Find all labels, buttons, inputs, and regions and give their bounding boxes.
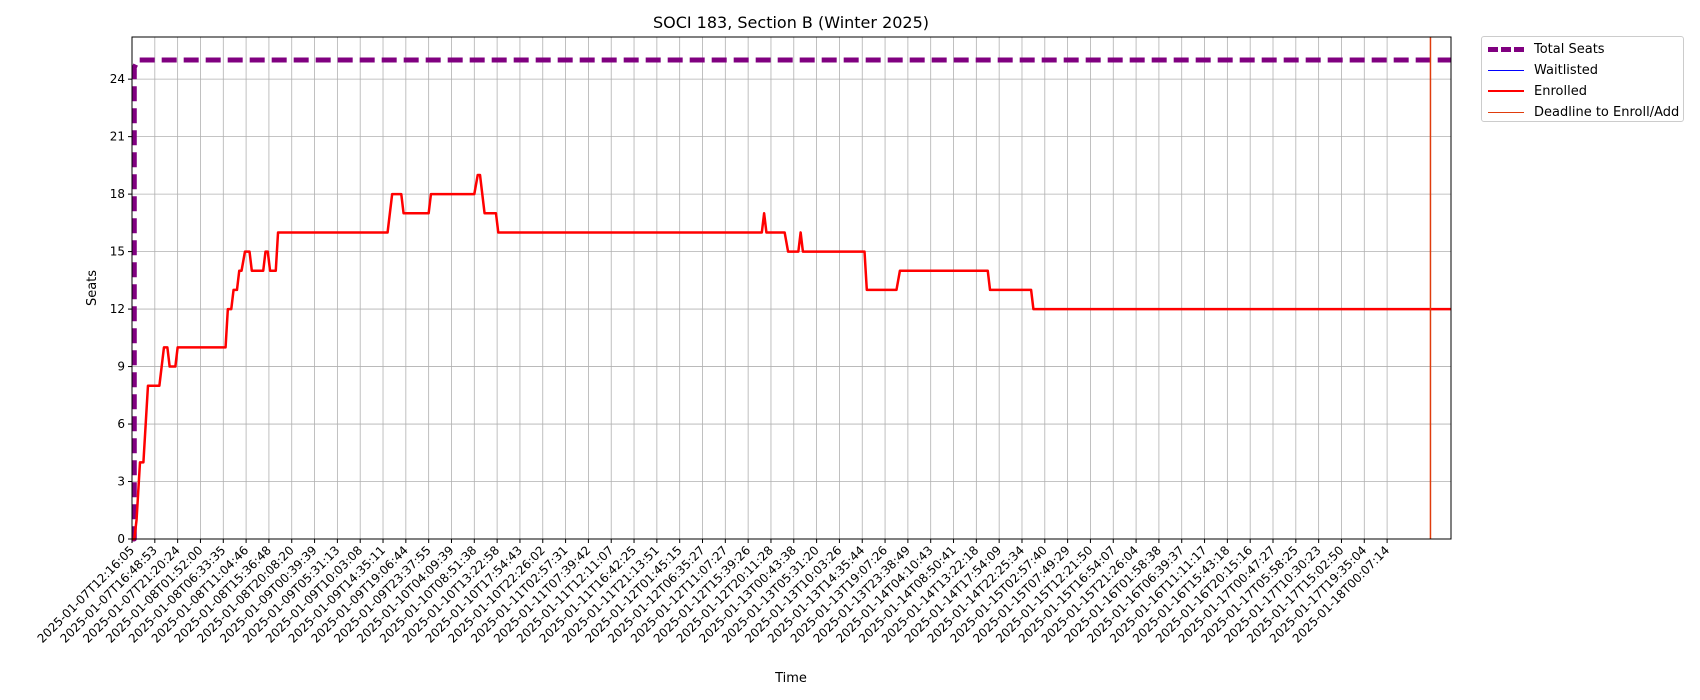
legend-swatch-waitlisted <box>1488 69 1524 71</box>
series-layer <box>131 37 1451 542</box>
plot-frame <box>131 36 1452 540</box>
y-tick-label: 15 <box>110 245 125 259</box>
legend-label-deadline: Deadline to Enroll/Add <box>1534 104 1680 120</box>
y-tick-label: 6 <box>117 417 125 431</box>
ticks-layer: 036912151821242025-01-07T12:16:052025-01… <box>35 72 1393 646</box>
legend-item-waitlisted: Waitlisted <box>1488 60 1598 80</box>
y-tick-label: 12 <box>110 302 125 316</box>
series-line-total-seats <box>131 57 1451 542</box>
series-line-enrolled <box>132 173 1451 541</box>
legend-item-total-seats: Total Seats <box>1488 39 1605 59</box>
y-tick-label: 0 <box>117 532 125 546</box>
chart-title: SOCI 183, Section B (Winter 2025) <box>653 13 929 32</box>
legend-label-total-seats: Total Seats <box>1534 41 1605 57</box>
legend-item-deadline: Deadline to Enroll/Add <box>1488 102 1679 122</box>
legend-swatch-enrolled <box>1488 90 1524 92</box>
grid-layer <box>131 37 1451 540</box>
y-tick-label: 21 <box>110 130 125 144</box>
y-tick-label: 24 <box>110 72 125 86</box>
y-tick-label: 9 <box>117 360 125 374</box>
x-axis-label: Time <box>774 671 807 686</box>
legend-label-enrolled: Enrolled <box>1534 83 1587 99</box>
legend: Total Seats Waitlisted Enrolled Deadline… <box>1481 36 1684 122</box>
legend-label-waitlisted: Waitlisted <box>1534 62 1599 78</box>
legend-item-enrolled: Enrolled <box>1488 81 1587 101</box>
y-tick-label: 3 <box>117 475 125 489</box>
legend-swatch-deadline <box>1488 111 1524 113</box>
y-tick-label: 18 <box>110 187 125 201</box>
y-axis-label: Seats <box>85 270 100 306</box>
legend-swatch-total-seats <box>1488 46 1524 52</box>
